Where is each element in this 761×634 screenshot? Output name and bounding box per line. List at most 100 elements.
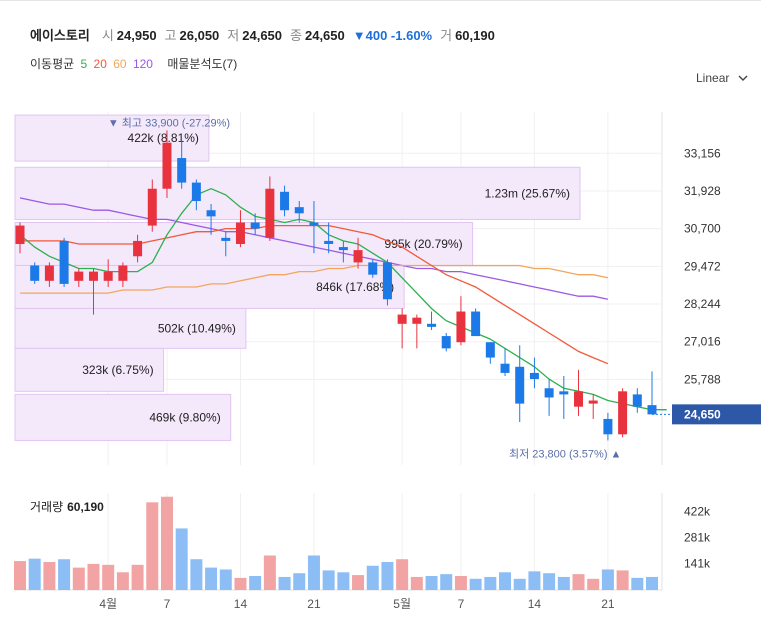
- candle-body[interactable]: [338, 247, 348, 251]
- volume-profile-toggle[interactable]: 매물분석도(7): [167, 57, 238, 71]
- candle-body[interactable]: [118, 265, 128, 281]
- volume-y-tick: 422k: [684, 504, 711, 518]
- candle-body[interactable]: [441, 336, 451, 349]
- volume-profile-label: 323k (6.75%): [82, 363, 153, 377]
- ma-20[interactable]: 20: [93, 57, 107, 71]
- volume-title: 거래량: [30, 500, 64, 514]
- candle-body[interactable]: [265, 188, 275, 238]
- volume-bar: [396, 559, 409, 590]
- scale-toggle[interactable]: Linear: [696, 71, 748, 85]
- high-value: 26,050: [179, 28, 220, 43]
- candle-body[interactable]: [647, 405, 657, 415]
- chevron-down-icon: [738, 71, 748, 85]
- x-tick-label: 5월: [393, 597, 411, 611]
- candle-body[interactable]: [59, 240, 69, 284]
- candle-body[interactable]: [529, 372, 539, 380]
- volume-bar: [366, 565, 379, 590]
- candle-body[interactable]: [544, 388, 554, 398]
- volume-bar: [352, 575, 365, 590]
- candle-body[interactable]: [44, 265, 54, 281]
- volume-bar: [58, 559, 71, 590]
- volume-value: 60,190: [455, 28, 495, 43]
- x-tick-label: 7: [458, 597, 465, 611]
- candle-body[interactable]: [412, 317, 422, 324]
- volume-bar: [499, 572, 512, 590]
- volume-bar: [307, 555, 320, 590]
- candle-body[interactable]: [280, 191, 290, 211]
- volume-bar: [205, 567, 218, 590]
- volume-bar: [249, 576, 262, 590]
- y-tick-label: 25,788: [684, 372, 721, 386]
- candle-body[interactable]: [427, 323, 437, 327]
- volume-bar: [322, 570, 335, 590]
- ma-label: 이동평균: [30, 57, 75, 71]
- candle-body[interactable]: [485, 342, 495, 358]
- candle-body[interactable]: [221, 237, 231, 241]
- volume-profile-label: 995k (20.79%): [385, 237, 463, 251]
- candle-body[interactable]: [206, 210, 216, 217]
- volume-bar: [425, 576, 438, 590]
- volume-profile-label: 846k (17.68%): [316, 280, 394, 294]
- volume-bar: [278, 576, 291, 590]
- ma-5[interactable]: 5: [80, 57, 88, 71]
- candle-body[interactable]: [74, 271, 84, 281]
- volume-bar: [646, 576, 658, 590]
- volume-bar: [72, 567, 85, 590]
- x-tick-label: 7: [164, 597, 171, 611]
- candle-body[interactable]: [30, 265, 40, 281]
- candle-body[interactable]: [324, 240, 334, 244]
- candle-body[interactable]: [574, 391, 584, 407]
- candle-body[interactable]: [191, 182, 201, 202]
- volume-profile-bar: [14, 114, 210, 162]
- x-tick-label: 14: [234, 597, 248, 611]
- volume-bar: [513, 578, 526, 590]
- candle-body[interactable]: [397, 314, 407, 324]
- candle-body[interactable]: [588, 400, 598, 404]
- volume-profile-label: 1.23m (25.67%): [485, 186, 570, 200]
- high-annotation: ▼ 최고 33,900 (-27.29%): [108, 116, 230, 129]
- ma5-line: [19, 187, 667, 411]
- candle-body[interactable]: [618, 391, 628, 435]
- candle-body[interactable]: [456, 311, 466, 343]
- candle-body[interactable]: [15, 225, 25, 244]
- open-label: 시: [101, 28, 114, 43]
- candle-body[interactable]: [500, 363, 510, 373]
- volume-header: 거래량 60,190: [30, 498, 104, 515]
- candle-body[interactable]: [88, 271, 98, 281]
- y-tick-label: 29,472: [684, 259, 721, 273]
- candle-body[interactable]: [368, 262, 378, 275]
- y-tick-label: 33,156: [684, 146, 721, 160]
- ma-60[interactable]: 60: [113, 57, 127, 71]
- ma-120[interactable]: 120: [132, 57, 153, 71]
- candle-body[interactable]: [382, 262, 392, 300]
- volume-bar: [543, 573, 556, 590]
- scale-toggle-label: Linear: [696, 71, 730, 85]
- volume-last: 60,190: [67, 500, 104, 514]
- volume-bar: [601, 569, 614, 590]
- candle-body[interactable]: [133, 240, 143, 257]
- candle-body[interactable]: [309, 222, 319, 226]
- volume-bar: [454, 576, 467, 590]
- candle-body[interactable]: [235, 222, 245, 244]
- y-tick-label: 28,244: [684, 297, 721, 311]
- candle-body[interactable]: [632, 394, 642, 407]
- volume-bar: [190, 559, 203, 590]
- x-tick-label: 4월: [99, 597, 117, 611]
- volume-bar: [131, 564, 144, 590]
- volume-bar: [440, 574, 453, 590]
- candle-body[interactable]: [147, 188, 157, 226]
- candle-body[interactable]: [250, 222, 260, 229]
- candle-body[interactable]: [162, 142, 172, 189]
- candle-body[interactable]: [294, 207, 304, 214]
- high-label: 고: [164, 28, 177, 43]
- candle-body[interactable]: [177, 158, 187, 183]
- candle-body[interactable]: [603, 418, 613, 435]
- candle-body[interactable]: [515, 366, 525, 404]
- volume-bar: [587, 578, 600, 590]
- candle-body[interactable]: [353, 250, 363, 263]
- volume-bar: [175, 528, 188, 590]
- candle-body[interactable]: [471, 311, 481, 337]
- candle-body[interactable]: [559, 391, 569, 395]
- candle-body[interactable]: [103, 271, 113, 281]
